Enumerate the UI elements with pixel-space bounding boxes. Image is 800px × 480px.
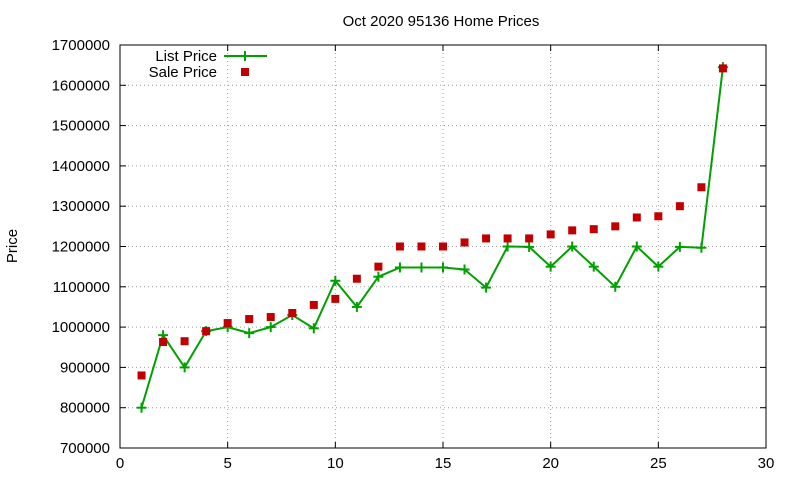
y-tick-label: 1500000	[52, 118, 110, 135]
sale-price-point	[352, 274, 361, 283]
list-price-point	[696, 242, 707, 253]
chart-title: Oct 2020 95136 Home Prices	[343, 13, 540, 30]
sale-price-point	[675, 202, 684, 211]
y-tick-label: 1300000	[52, 198, 110, 215]
sale-price-point	[503, 234, 512, 243]
y-tick-label: 1400000	[52, 158, 110, 175]
sale-price-point	[331, 294, 340, 303]
x-tick-label: 30	[758, 455, 775, 472]
sale-price-point	[718, 64, 727, 73]
list-price-point	[588, 261, 599, 272]
legend-label: Sale Price	[149, 64, 217, 81]
axis-ticks	[119, 44, 767, 449]
sale-price-point	[697, 183, 706, 192]
y-tick-label: 1100000	[53, 279, 110, 296]
list-price-line	[140, 67, 724, 408]
sale-price-point	[525, 234, 534, 243]
x-tick-label: 5	[223, 455, 231, 472]
series-sale-price	[137, 64, 727, 380]
y-tick-label: 1200000	[52, 239, 110, 256]
list-price-point	[674, 241, 685, 252]
list-price-point	[373, 271, 384, 282]
sale-price-point	[309, 300, 318, 309]
sale-price-point	[223, 319, 232, 328]
series-layer	[136, 62, 728, 413]
list-price-point	[351, 301, 362, 312]
list-price-point	[459, 264, 470, 275]
sale-price-point	[180, 337, 189, 346]
series-list-price	[136, 62, 728, 413]
y-tick-label: 1600000	[52, 77, 110, 94]
list-price-point	[179, 362, 190, 373]
list-price-point	[502, 241, 513, 252]
sale-price-point	[137, 371, 146, 380]
y-tick-label: 1000000	[52, 319, 110, 336]
list-price-point	[524, 241, 535, 252]
sale-price-point	[266, 313, 275, 322]
sale-price-point	[482, 234, 491, 243]
x-tick-label: 0	[116, 455, 124, 472]
sale-price-point	[654, 212, 663, 221]
sale-price-point	[417, 242, 426, 251]
list-price-point	[653, 261, 664, 272]
sale-price-point	[245, 315, 254, 324]
list-price-point	[330, 275, 341, 286]
y-axis-label: Price	[4, 229, 21, 263]
legend-label: List Price	[155, 48, 217, 65]
x-tick-label: 25	[650, 455, 667, 472]
sale-price-point	[395, 242, 404, 251]
list-price-point	[308, 323, 319, 334]
sale-price-point	[288, 308, 297, 317]
sale-price-point	[202, 327, 211, 336]
list-price-point	[265, 322, 276, 333]
sale-price-point	[460, 238, 469, 247]
sale-price-point	[546, 230, 555, 239]
legend-square-marker	[241, 68, 249, 76]
list-price-point	[567, 241, 578, 252]
sale-price-point	[632, 213, 641, 222]
sale-price-point	[589, 225, 598, 234]
list-price-point	[545, 261, 556, 272]
tick-labels: 700000 800000 900000 1000000 1100000 1200000 1…	[52, 37, 775, 472]
x-tick-label: 15	[435, 455, 452, 472]
sale-price-point	[374, 262, 383, 271]
list-price-point	[244, 328, 255, 339]
sale-price-point	[439, 242, 447, 251]
y-tick-label: 900000	[60, 359, 110, 376]
x-tick-label: 20	[542, 455, 559, 472]
y-tick-label: 1700000	[52, 37, 110, 54]
sale-price-point	[611, 222, 620, 231]
sale-price-point	[159, 338, 168, 347]
list-price-point	[416, 262, 427, 273]
list-price-point	[438, 262, 448, 273]
list-price-point	[481, 282, 492, 293]
y-tick-label: 800000	[60, 400, 110, 417]
list-price-point	[610, 281, 621, 292]
sale-price-point	[568, 226, 577, 235]
list-price-point	[136, 402, 147, 413]
x-tick-label: 10	[327, 455, 344, 472]
list-price-point	[394, 262, 405, 273]
list-price-point	[631, 241, 642, 252]
legend-plus-marker	[240, 51, 250, 61]
y-tick-label: 700000	[60, 440, 110, 457]
